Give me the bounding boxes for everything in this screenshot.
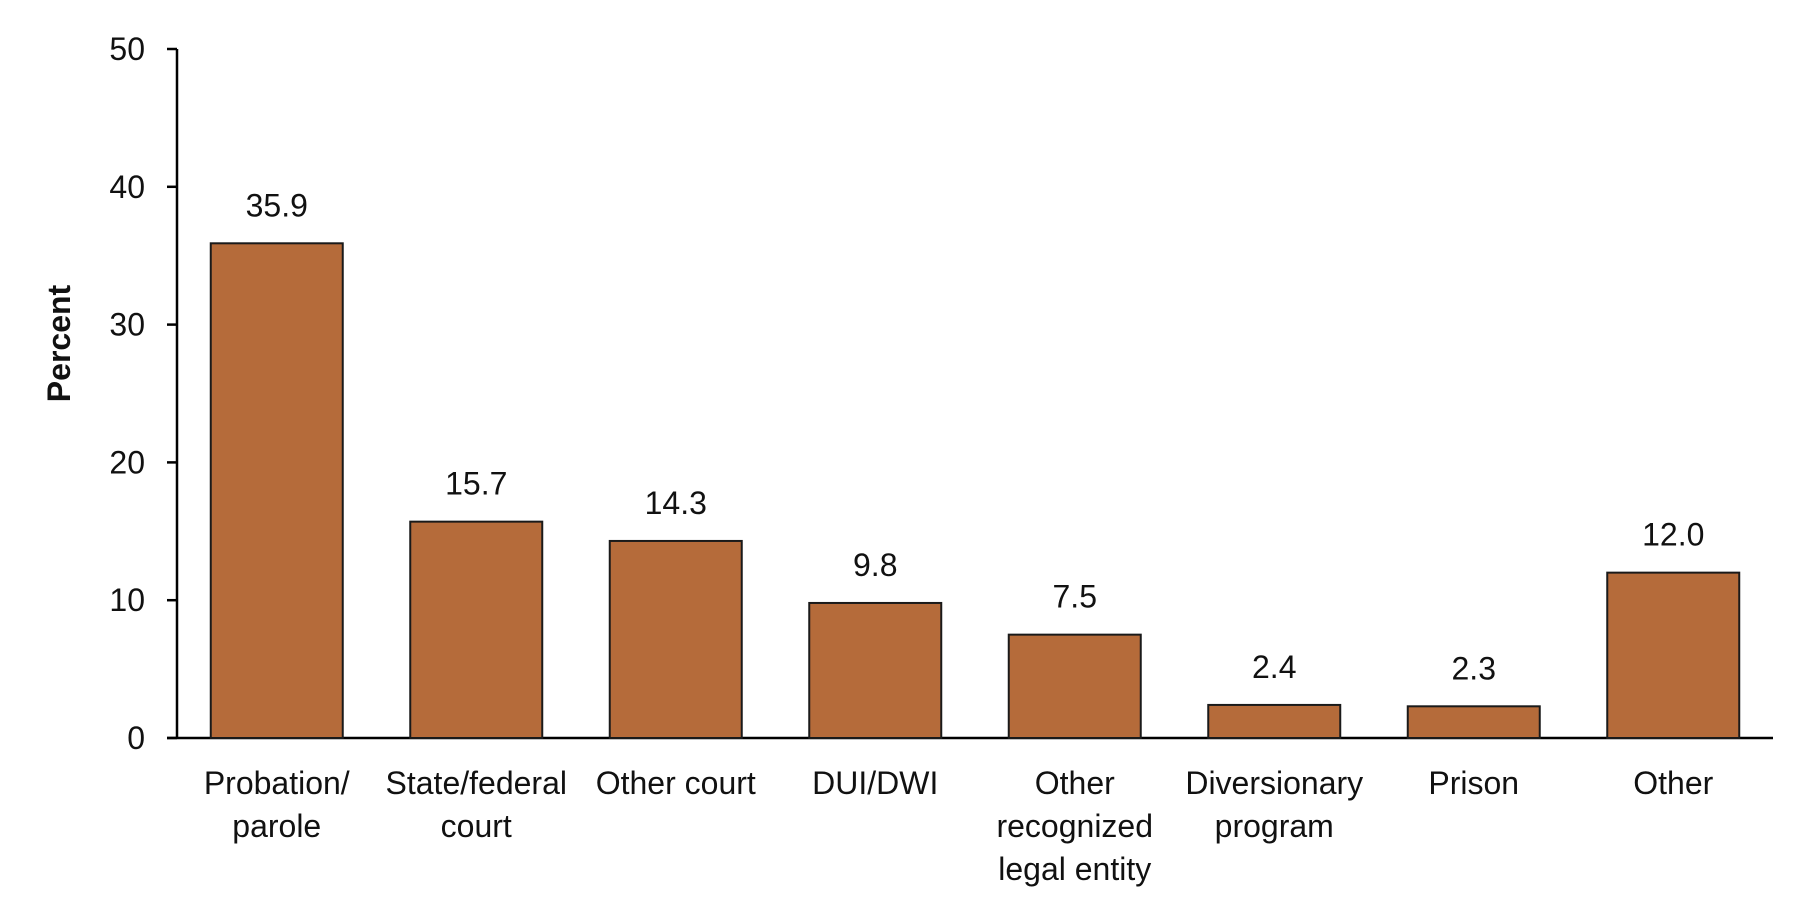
bar-value-label: 12.0 [1642, 517, 1704, 553]
x-category-label-line: program [1215, 808, 1334, 844]
x-category-label-line: State/federal [386, 765, 567, 801]
x-category-label: Other recognized legal entity [996, 765, 1153, 887]
x-category-label-line: Diversionary [1185, 765, 1363, 801]
x-category-label-line: Other [1035, 765, 1115, 801]
x-category-label: State/federal court [386, 765, 567, 844]
x-category-label-line: legal entity [998, 851, 1151, 887]
y-tick-label: 30 [109, 307, 145, 343]
y-tick-label: 50 [109, 31, 145, 67]
bars-group [209, 242, 1741, 740]
x-category-label-line: Other court [596, 765, 756, 801]
bar [1207, 703, 1342, 739]
bar-value-label: 9.8 [853, 547, 897, 583]
x-category-label: Diversionary program [1185, 765, 1363, 844]
x-category-label: Other [1633, 765, 1713, 801]
y-tick-label: 40 [109, 169, 145, 205]
x-category-label: DUI/DWI [812, 765, 938, 801]
bar [1606, 571, 1741, 740]
y-tick-label: 10 [109, 582, 145, 618]
bar-value-label: 35.9 [246, 187, 308, 223]
y-axis: 0 10 20 30 40 50 [109, 31, 179, 756]
x-category-label: Other court [596, 765, 756, 801]
x-category-label-line: parole [232, 808, 321, 844]
y-axis-title: Percent [41, 284, 77, 402]
bar [409, 520, 544, 739]
x-category-label-line: Other [1633, 765, 1713, 801]
x-category-label: Probation/parole [204, 765, 350, 844]
bar [808, 601, 943, 739]
bar-value-label: 14.3 [645, 485, 707, 521]
category-labels-group: Probation/parole State/federal court Other … [204, 765, 1714, 887]
x-category-label-line: Probation/ [204, 765, 350, 801]
x-category-label-line: DUI/DWI [812, 765, 938, 801]
y-tick-label: 0 [127, 720, 145, 756]
bar [1406, 705, 1541, 740]
bar [209, 242, 344, 739]
x-category-label-line: recognized [996, 808, 1153, 844]
y-tick-label: 20 [109, 444, 145, 480]
data-labels-group: 35.9 15.7 14.3 9.8 7.5 2.4 2.3 12.0 [246, 187, 1705, 686]
bar-value-label: 2.4 [1252, 649, 1296, 685]
bar-value-label: 7.5 [1053, 579, 1097, 615]
bar [608, 539, 743, 739]
x-category-label-line: court [441, 808, 512, 844]
bar-value-label: 2.3 [1452, 650, 1496, 686]
bar-value-label: 15.7 [445, 466, 507, 502]
x-category-label-line: Prison [1428, 765, 1519, 801]
bar [1007, 633, 1142, 740]
x-category-label: Prison [1428, 765, 1519, 801]
